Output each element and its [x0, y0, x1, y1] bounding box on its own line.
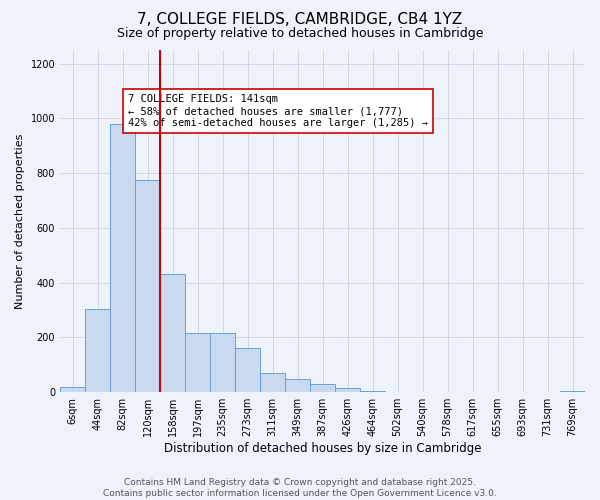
- Text: Contains HM Land Registry data © Crown copyright and database right 2025.
Contai: Contains HM Land Registry data © Crown c…: [103, 478, 497, 498]
- Text: 7, COLLEGE FIELDS, CAMBRIDGE, CB4 1YZ: 7, COLLEGE FIELDS, CAMBRIDGE, CB4 1YZ: [137, 12, 463, 28]
- Bar: [160, 274, 185, 392]
- Bar: [335, 388, 360, 392]
- Bar: [85, 308, 110, 392]
- Text: 7 COLLEGE FIELDS: 141sqm
← 58% of detached houses are smaller (1,777)
42% of sem: 7 COLLEGE FIELDS: 141sqm ← 58% of detach…: [128, 94, 428, 128]
- Bar: [260, 373, 285, 392]
- Text: Size of property relative to detached houses in Cambridge: Size of property relative to detached ho…: [117, 28, 483, 40]
- X-axis label: Distribution of detached houses by size in Cambridge: Distribution of detached houses by size …: [164, 442, 481, 455]
- Bar: [285, 379, 310, 392]
- Bar: [235, 348, 260, 392]
- Bar: [560, 391, 585, 392]
- Bar: [185, 334, 210, 392]
- Bar: [60, 386, 85, 392]
- Bar: [110, 124, 135, 392]
- Y-axis label: Number of detached properties: Number of detached properties: [15, 134, 25, 309]
- Bar: [135, 180, 160, 392]
- Bar: [310, 384, 335, 392]
- Bar: [210, 334, 235, 392]
